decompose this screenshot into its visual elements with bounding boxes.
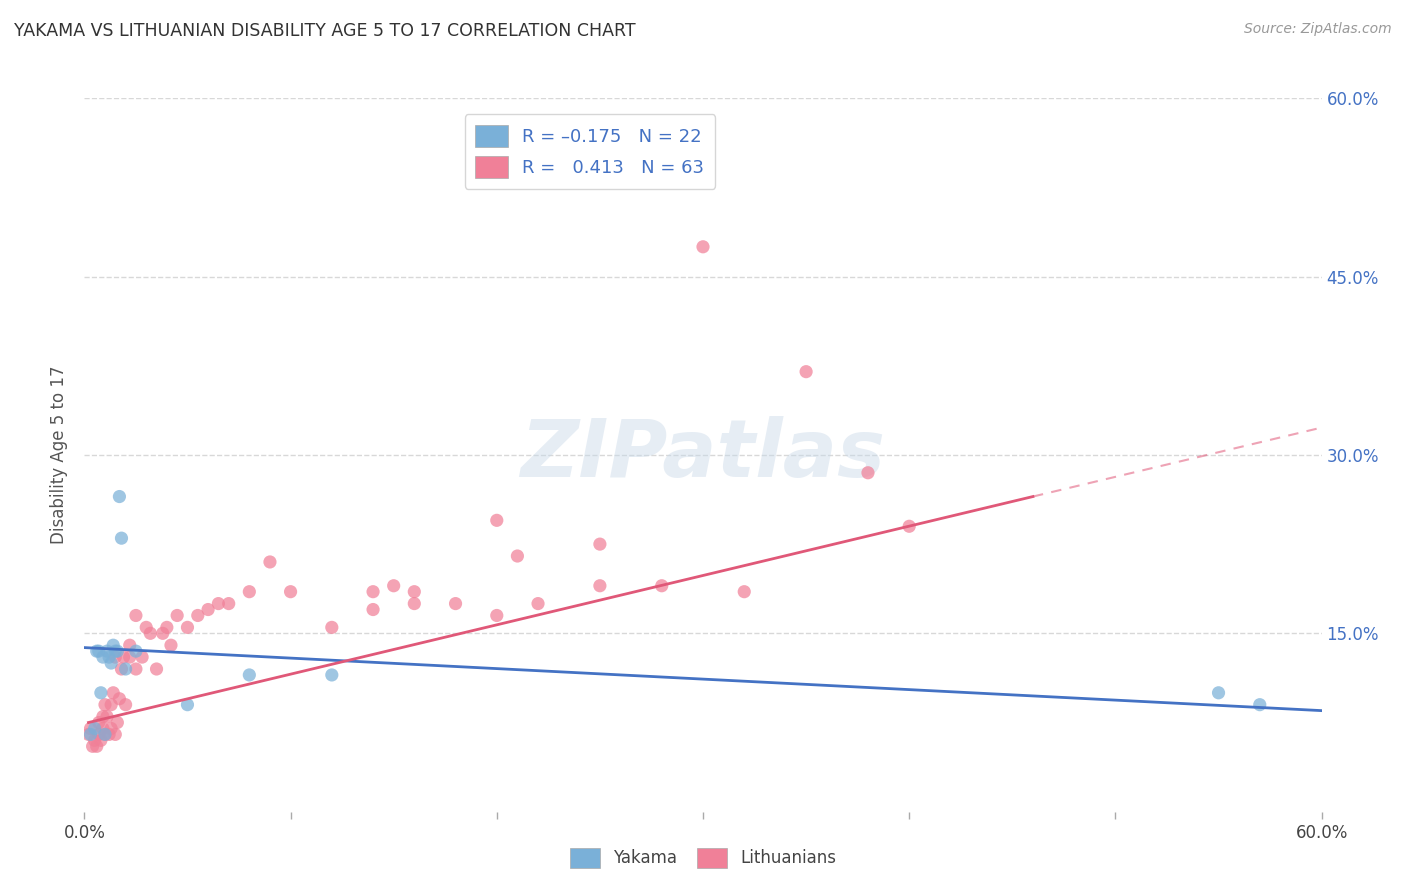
Point [321,668,343,682]
Point [589,537,612,551]
Point [79,722,101,736]
Point [91,722,114,736]
Point [145,662,167,676]
Point [108,490,131,504]
Point [361,602,384,616]
Point [131,650,153,665]
Point [898,519,921,533]
Point [238,584,260,599]
Point [589,579,612,593]
Point [94,727,117,741]
Point [321,620,343,634]
Y-axis label: Disability Age 5 to 17: Disability Age 5 to 17 [51,366,69,544]
Point [100,722,122,736]
Point [527,597,550,611]
Point [118,650,141,665]
Point [105,715,128,730]
Point [98,727,121,741]
Point [207,597,229,611]
Point [485,513,508,527]
Point [361,584,384,599]
Point [103,686,125,700]
Point [152,626,174,640]
Point [86,644,108,658]
Point [444,597,467,611]
Point [110,662,132,676]
Point [156,620,179,634]
Text: YAKAMA VS LITHUANIAN DISABILITY AGE 5 TO 17 CORRELATION CHART: YAKAMA VS LITHUANIAN DISABILITY AGE 5 TO… [14,22,636,40]
Point [176,698,198,712]
Point [651,579,673,593]
Point [87,715,110,730]
Point [259,555,281,569]
Point [404,597,426,611]
Point [692,240,714,254]
Point [280,584,302,599]
Point [114,662,136,676]
Point [91,709,114,723]
Point [238,668,260,682]
Point [100,698,122,712]
Point [176,620,198,634]
Point [114,698,136,712]
Point [856,466,879,480]
Legend: Yakama, Lithuanians: Yakama, Lithuanians [562,841,844,875]
Point [166,608,188,623]
Point [87,727,110,741]
Point [125,644,148,658]
Point [187,608,209,623]
Text: Source: ZipAtlas.com: Source: ZipAtlas.com [1244,22,1392,37]
Point [98,650,121,665]
Point [139,626,162,640]
Point [96,709,118,723]
Point [382,579,405,593]
Point [77,727,100,741]
Point [485,608,508,623]
Point [160,638,183,652]
Point [135,620,157,634]
Point [118,638,141,652]
Point [1208,686,1230,700]
Point [103,638,125,652]
Point [90,733,112,747]
Text: ZIPatlas: ZIPatlas [520,416,886,494]
Point [104,727,127,741]
Point [1249,698,1271,712]
Point [104,644,127,658]
Point [86,739,108,754]
Point [91,650,114,665]
Point [83,722,105,736]
Point [94,727,117,741]
Point [104,650,127,665]
Point [94,698,117,712]
Point [79,727,101,741]
Point [108,691,131,706]
Point [733,584,755,599]
Point [125,662,148,676]
Point [90,686,112,700]
Point [197,602,219,616]
Point [404,584,426,599]
Point [125,608,148,623]
Point [83,733,105,747]
Point [506,549,529,563]
Point [105,644,128,658]
Point [87,644,110,658]
Point [100,656,122,670]
Point [82,739,104,754]
Point [794,365,817,379]
Point [112,650,135,665]
Point [110,531,132,545]
Point [218,597,240,611]
Point [96,644,118,658]
